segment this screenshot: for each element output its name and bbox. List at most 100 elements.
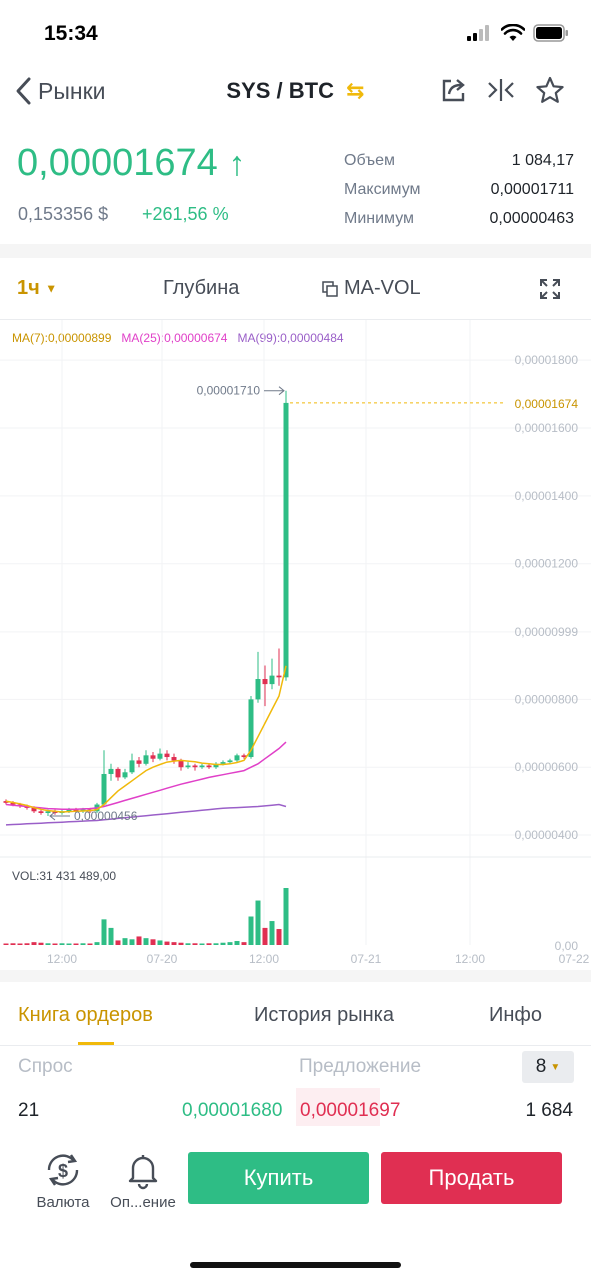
interval-label: 1ч <box>17 277 40 299</box>
volume-bar <box>73 943 79 945</box>
stat-low: Минимум 0,00000463 <box>344 204 574 233</box>
candle-down <box>73 809 79 812</box>
caret-down-icon: ▼ <box>45 281 58 296</box>
ma7-line <box>5 665 287 813</box>
volume-bar <box>38 942 44 945</box>
volume-bar <box>157 940 163 945</box>
volume-bar <box>17 943 23 945</box>
candle-down <box>31 807 37 812</box>
back-button[interactable]: Рынки <box>14 76 105 106</box>
tab-info[interactable]: Инфо <box>489 1004 542 1026</box>
volume-bar <box>192 943 198 945</box>
y-tick-label: 0,00000999 <box>515 625 579 639</box>
volume-bar <box>241 942 247 945</box>
y-tick-label: 0,00000800 <box>515 692 579 706</box>
ask-depth-bar <box>296 1088 380 1126</box>
buy-button[interactable]: Купить <box>188 1152 369 1204</box>
arrow-up-icon: ↑ <box>228 145 246 183</box>
tab-indicators[interactable]: MA-VOL <box>322 277 421 300</box>
candle-up <box>122 772 128 778</box>
volume-bar <box>87 943 93 945</box>
depth-selector[interactable]: 8 ▼ <box>522 1051 574 1083</box>
candle-up <box>157 753 163 759</box>
x-tick-label: 07-21 <box>351 952 382 966</box>
share-icon[interactable] <box>441 77 467 103</box>
star-icon[interactable] <box>535 76 565 104</box>
compare-icon[interactable] <box>487 77 515 103</box>
ask-price[interactable]: 0,00001697 <box>300 1100 401 1121</box>
depth-value: 8 <box>535 1056 547 1077</box>
pair-title[interactable]: SYS / BTC ⇆ <box>0 78 591 104</box>
candle-up <box>248 699 254 758</box>
volume-bar <box>213 943 219 945</box>
fullscreen-icon[interactable] <box>539 278 561 300</box>
stat-label: Максимум <box>344 180 421 198</box>
volume-bar <box>52 943 58 945</box>
candle-up <box>227 760 233 763</box>
tab-orderbook[interactable]: Книга ордеров <box>18 1004 153 1026</box>
volume-bar <box>108 927 114 945</box>
candle-up <box>101 773 107 805</box>
interval-selector[interactable]: 1ч ▼ <box>17 277 57 300</box>
bid-qty: 21 <box>18 1100 40 1121</box>
candle-up <box>269 675 275 685</box>
stat-label: Объем <box>344 151 395 169</box>
bid-price[interactable]: 0,00001680 <box>182 1100 283 1121</box>
candle-up <box>255 679 261 700</box>
signal-icon <box>467 25 489 41</box>
candle-up <box>220 762 226 764</box>
orderbook-tabs: Книга ордеров История рынка Инфо <box>0 990 591 1046</box>
candle-down <box>262 679 268 685</box>
x-tick-label: 12:00 <box>455 952 485 966</box>
pair-label: SYS / BTC <box>226 78 334 103</box>
candle-up <box>45 811 51 813</box>
x-tick-label: 12:00 <box>47 952 77 966</box>
wifi-icon <box>501 24 525 41</box>
low-marker-arrow <box>49 811 70 821</box>
candle-down <box>136 760 142 764</box>
volume-bar <box>255 900 261 945</box>
x-tick-label: 07-22 <box>559 952 590 966</box>
volume-bar <box>122 938 128 945</box>
currency-exchange-icon: $ <box>47 1154 79 1186</box>
ma25-line <box>5 741 287 811</box>
stat-label: Минимум <box>344 209 415 227</box>
y-tick-label: 0,00001800 <box>515 353 579 367</box>
sell-button[interactable]: Продать <box>381 1152 562 1204</box>
volume-bar <box>248 916 254 945</box>
candle-down <box>241 755 247 758</box>
price-chart[interactable]: 0,00001800 0,00001600 0,00001400 0,00001200… <box>0 320 591 980</box>
volume-bar <box>220 942 226 945</box>
candle-down <box>206 765 212 768</box>
battery-icon <box>533 24 568 42</box>
volume-bar <box>276 929 282 945</box>
volume-bar <box>136 936 142 945</box>
volume-bar <box>262 927 268 945</box>
currency-button[interactable]: $ Валюта <box>18 1150 108 1211</box>
volume-bar <box>171 942 177 945</box>
candle-down <box>38 811 44 813</box>
active-tab-indicator <box>78 1042 114 1045</box>
volume-label: VOL:31 431 489,00 <box>12 869 116 883</box>
tab-market-history[interactable]: История рынка <box>254 1004 394 1026</box>
currency-label: Валюта <box>36 1194 90 1211</box>
volume-bar <box>66 943 72 945</box>
volume-bar <box>80 943 86 945</box>
volume-bar <box>31 942 37 945</box>
candle-down <box>150 755 156 759</box>
y-tick-label: 0,00000400 <box>515 828 579 842</box>
candle-up <box>66 809 72 812</box>
chevron-left-icon <box>16 77 31 105</box>
volume-bar <box>59 943 65 945</box>
candle-down <box>276 675 282 678</box>
chart-tabs: 1ч ▼ Глубина MA-VOL <box>0 262 591 318</box>
alert-button[interactable]: Оп...ение <box>98 1150 188 1211</box>
stat-value: 1 084,17 <box>511 151 574 169</box>
status-icons <box>467 24 569 42</box>
swap-icon[interactable]: ⇆ <box>346 78 365 103</box>
volume-bar <box>24 943 30 945</box>
alert-label: Оп...ение <box>110 1194 176 1211</box>
tab-depth[interactable]: Глубина <box>163 277 240 299</box>
candle-down <box>164 753 170 758</box>
svg-text:$: $ <box>58 1161 68 1181</box>
